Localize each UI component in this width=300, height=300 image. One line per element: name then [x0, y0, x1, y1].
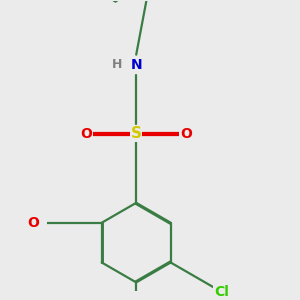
Text: O: O: [81, 127, 92, 141]
Text: Cl: Cl: [214, 285, 229, 299]
Text: O: O: [180, 127, 192, 141]
Text: O: O: [27, 216, 39, 230]
Text: H: H: [112, 58, 122, 71]
Text: S: S: [131, 126, 142, 141]
Text: N: N: [130, 58, 142, 72]
